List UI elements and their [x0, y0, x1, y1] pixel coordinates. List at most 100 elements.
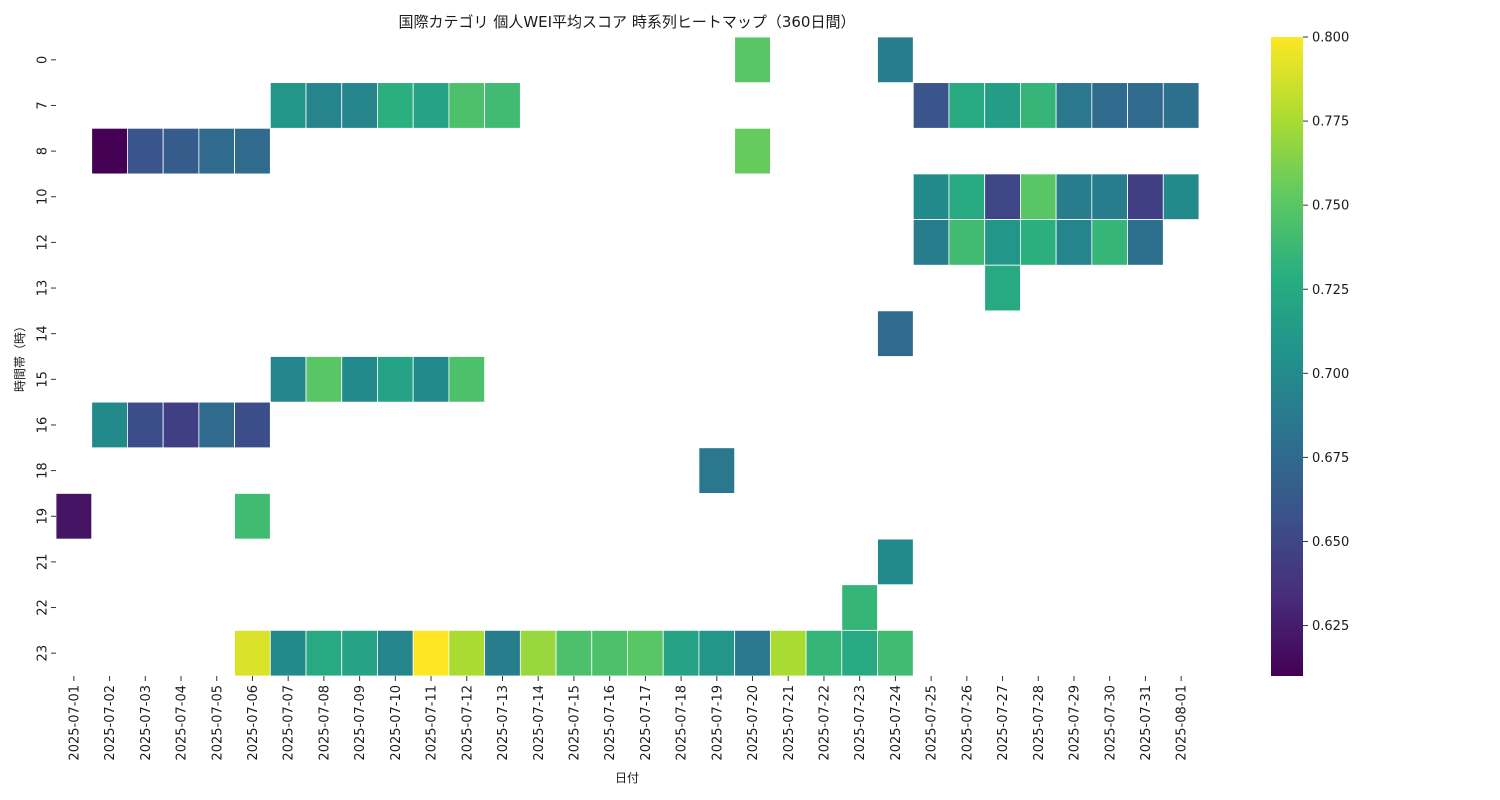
heatmap-cell [305, 356, 343, 403]
heatmap-cell [1091, 82, 1128, 129]
heatmap-cell [55, 493, 93, 540]
colorbar-tick-label: 0.650 [1312, 535, 1349, 550]
heatmap-cell [269, 356, 307, 403]
heatmap-cell [127, 401, 164, 449]
colorbar-tick-label: 0.700 [1312, 367, 1349, 382]
heatmap-cell [162, 401, 200, 449]
heatmap-cell [412, 356, 450, 403]
heatmap-cell [984, 264, 1021, 312]
heatmap-cell [198, 401, 235, 449]
x-tick-label: 2025-07-02 [103, 685, 118, 761]
heatmap-cell [948, 219, 986, 266]
heatmap-cell [234, 493, 271, 540]
heatmap-cell [341, 356, 378, 403]
heatmap-cell [912, 173, 950, 220]
x-tick-label: 2025-07-30 [1103, 685, 1118, 761]
x-tick-label: 2025-07-28 [1032, 685, 1047, 761]
heatmap-cell [198, 127, 235, 175]
x-tick-label: 2025-07-19 [710, 685, 725, 761]
heatmap-cell [734, 36, 771, 84]
x-tick-label: 2025-07-22 [818, 685, 833, 761]
x-tick-label: 2025-07-17 [639, 685, 654, 761]
chart-title: 国際カテゴリ 個人WEI平均スコア 時系列ヒートマップ（360日間） [399, 13, 856, 31]
heatmap-cells [55, 36, 1200, 677]
colorbar [1271, 37, 1303, 676]
x-tick-label: 2025-07-25 [925, 685, 940, 761]
heatmap-cell [1020, 82, 1057, 129]
heatmap-cell [698, 447, 736, 494]
x-tick-label: 2025-07-26 [960, 685, 975, 761]
colorbar-tick-label: 0.625 [1312, 619, 1349, 634]
x-axis-ticks: 2025-07-01 2025-07-02 2025-07-03 2025-07-04… [67, 676, 1190, 761]
heatmap-cell [448, 82, 486, 129]
y-tick-label: 16 [36, 417, 51, 434]
heatmap-cell [912, 82, 950, 129]
heatmap-cell [734, 629, 771, 677]
x-tick-label: 2025-07-13 [496, 685, 511, 761]
x-tick-label: 2025-07-14 [532, 685, 547, 761]
y-tick-label: 0 [36, 56, 51, 64]
heatmap-cell [984, 173, 1021, 220]
heatmap-cell [519, 629, 557, 677]
heatmap-cell [1020, 173, 1057, 220]
heatmap-cell [127, 127, 164, 175]
heatmap-cell [269, 629, 307, 677]
x-tick-label: 2025-07-11 [425, 685, 440, 761]
heatmap-cell [877, 538, 914, 586]
heatmap-cell [698, 629, 736, 677]
heatmap-cell [1127, 82, 1164, 129]
heatmap-cell [377, 356, 414, 403]
heatmap-cell [877, 36, 914, 84]
heatmap-cell [91, 401, 128, 449]
y-tick-label: 10 [36, 188, 51, 205]
heatmap-cell [1055, 173, 1093, 220]
heatmap-cell [662, 629, 700, 677]
colorbar-tick-label: 0.800 [1312, 31, 1349, 46]
heatmap-cell [448, 629, 486, 677]
heatmap-cell [234, 127, 271, 175]
x-tick-label: 2025-07-23 [853, 685, 868, 761]
y-tick-label: 15 [36, 371, 51, 388]
heatmap-cell [1162, 173, 1200, 220]
heatmap-cell [1055, 219, 1093, 266]
x-tick-label: 2025-07-01 [67, 685, 82, 761]
y-tick-label: 8 [36, 147, 51, 155]
x-tick-label: 2025-07-27 [996, 685, 1011, 761]
heatmap-cell [377, 629, 414, 677]
x-tick-label: 2025-07-12 [460, 685, 475, 761]
x-tick-label: 2025-07-21 [782, 685, 797, 761]
x-tick-label: 2025-07-15 [567, 685, 582, 761]
x-tick-label: 2025-07-31 [1139, 685, 1154, 761]
heatmap-cell [555, 629, 593, 677]
x-tick-label: 2025-07-29 [1068, 685, 1083, 761]
x-tick-label: 2025-08-01 [1175, 685, 1190, 761]
heatmap-cell [627, 629, 664, 677]
heatmap-cell [769, 629, 807, 677]
colorbar-tick-label: 0.725 [1312, 283, 1349, 298]
heatmap-cell [234, 629, 271, 677]
heatmap-cell [948, 173, 986, 220]
heatmap-cell [412, 629, 450, 677]
heatmap-cell [234, 401, 271, 449]
heatmap-cell [984, 219, 1021, 266]
heatmap-cell [841, 629, 878, 677]
heatmap-cell [1091, 219, 1128, 266]
y-axis-label: 時間帯（時） [13, 320, 27, 392]
heatmap-cell [1127, 219, 1164, 266]
heatmap-cell [1055, 82, 1093, 129]
y-tick-label: 19 [36, 508, 51, 525]
colorbar-tick-label: 0.750 [1312, 199, 1349, 214]
x-tick-label: 2025-07-05 [210, 685, 225, 761]
colorbar-tick-label: 0.675 [1312, 451, 1349, 466]
heatmap-cell [1162, 82, 1200, 129]
heatmap-cell [377, 82, 414, 129]
x-tick-label: 2025-07-18 [675, 685, 690, 761]
x-tick-label: 2025-07-08 [317, 685, 332, 761]
heatmap-cell [305, 629, 343, 677]
heatmap-cell [448, 356, 486, 403]
heatmap-cell [1091, 173, 1128, 220]
heatmap-cell [341, 82, 378, 129]
x-tick-label: 2025-07-10 [389, 685, 404, 761]
heatmap-cell [912, 219, 950, 266]
